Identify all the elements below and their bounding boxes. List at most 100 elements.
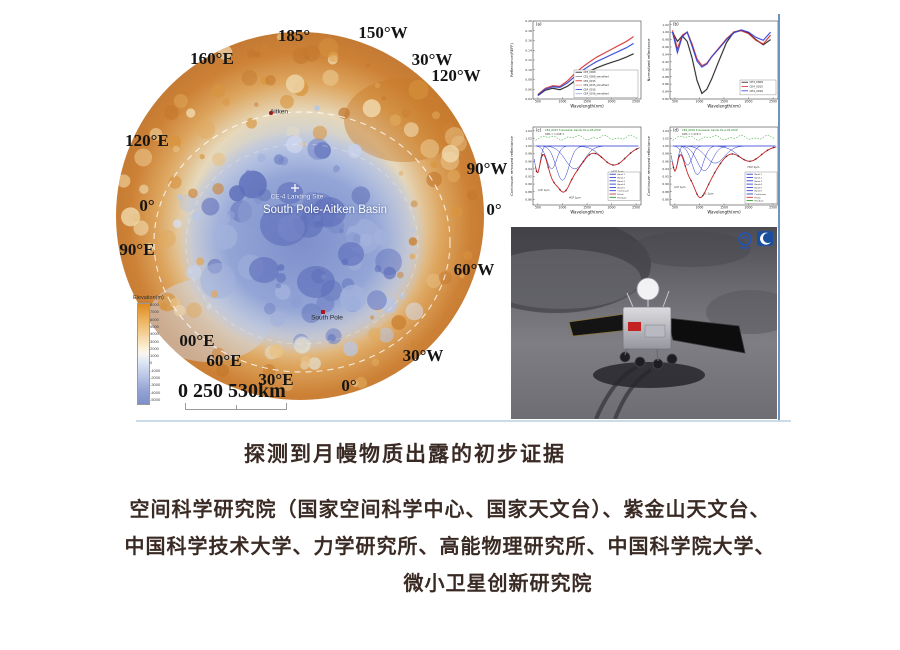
svg-text:0.88: 0.88 xyxy=(662,190,669,194)
svg-text:Band 3: Band 3 xyxy=(755,181,763,183)
figure-caption: 探测到月幔物质出露的初步证据 xyxy=(244,442,566,466)
institutions: 空间科学研究院（国家空间科学中心、国家天文台）、紫金山天文台、 中国科学技术大学… xyxy=(0,492,900,603)
colorbar-tick: -5000 xyxy=(150,396,161,402)
svg-text:(c): (c) xyxy=(536,128,542,133)
scale-bar xyxy=(185,403,287,410)
antenna-dish xyxy=(636,277,660,301)
colorbar-tick: 3000 xyxy=(150,338,159,344)
cnsa-logo xyxy=(738,232,752,249)
svg-text:0.16: 0.16 xyxy=(525,39,532,43)
svg-text:1000: 1000 xyxy=(559,100,567,104)
svg-text:500: 500 xyxy=(672,206,678,210)
svg-text:Residual: Residual xyxy=(755,201,764,203)
svg-text:0.86: 0.86 xyxy=(525,197,532,201)
svg-text:Wavelength(nm): Wavelength(nm) xyxy=(707,104,741,109)
svg-text:CE4_0015_smoothed: CE4_0015_smoothed xyxy=(584,84,610,87)
svg-text:2500: 2500 xyxy=(769,100,777,104)
svg-text:0.92: 0.92 xyxy=(662,175,669,179)
longitude-label: 30°E xyxy=(258,370,294,389)
basin-inner-dashed-outline xyxy=(185,143,419,345)
svg-text:Band 1: Band 1 xyxy=(755,174,763,176)
svg-text:0.08: 0.08 xyxy=(525,78,532,82)
basin-rim-dashed-outline xyxy=(153,111,451,373)
svg-text:0.94: 0.94 xyxy=(662,53,669,57)
svg-text:2000: 2000 xyxy=(745,206,753,210)
svg-text:0.14: 0.14 xyxy=(525,48,532,52)
svg-text:1.00: 1.00 xyxy=(662,144,669,148)
spa-basin-label: South Pole-Aitken Basin xyxy=(262,204,388,216)
longitude-label: 60°W xyxy=(453,260,495,279)
clep-logo xyxy=(757,231,773,246)
spectral-panel-b: 500 1000 1500 2000 2500 0.82 0.84 0.86 0.88 0.90 0… xyxy=(645,14,782,120)
svg-text:1.02: 1.02 xyxy=(662,23,669,27)
svg-text:CE4_0015: CE4_0015 xyxy=(750,85,764,89)
svg-text:0.20: 0.20 xyxy=(525,19,532,23)
svg-text:(d): (d) xyxy=(673,128,679,133)
svg-text:CE3_0008: CE3_0008 xyxy=(584,71,596,74)
svg-text:CE4_0016: CE4_0016 xyxy=(584,88,596,91)
colorbar-tick: 2000 xyxy=(150,345,159,351)
svg-text:0.04: 0.04 xyxy=(525,97,532,101)
svg-text:HCP 2μm: HCP 2μm xyxy=(611,170,623,174)
svg-text:Continuum removed reflectance: Continuum removed reflectance xyxy=(647,135,651,195)
svg-text:1.00: 1.00 xyxy=(525,144,532,148)
svg-text:500: 500 xyxy=(535,100,541,104)
institution-line-3: 微小卫星创新研究院 xyxy=(403,573,593,595)
svg-text:0.12: 0.12 xyxy=(525,58,532,62)
svg-text:1500: 1500 xyxy=(583,206,591,210)
svg-text:Wavelength(nm): Wavelength(nm) xyxy=(570,104,604,109)
svg-text:0.86: 0.86 xyxy=(662,197,669,201)
scale-bar-label: 0 250 530km xyxy=(178,380,286,402)
svg-text:0.98: 0.98 xyxy=(662,152,669,156)
svg-text:0.84: 0.84 xyxy=(662,90,669,94)
crater-shadow xyxy=(511,227,651,313)
svg-text:Reflectance(REFF): Reflectance(REFF) xyxy=(510,43,514,77)
longitude-label: 150°W xyxy=(358,23,408,42)
china-flag xyxy=(628,322,641,331)
svg-text:0.90: 0.90 xyxy=(662,67,669,71)
basin-dark-patches xyxy=(249,182,364,298)
svg-text:CE4_0015: CE4_0015 xyxy=(584,80,596,83)
svg-text:500: 500 xyxy=(535,206,541,210)
svg-text:0.98: 0.98 xyxy=(525,152,532,156)
svg-text:Fitted: Fitted xyxy=(618,193,625,196)
longitude-label: 120°W xyxy=(431,66,481,85)
svg-text:1500: 1500 xyxy=(720,206,728,210)
colorbar-tick: 0 xyxy=(150,360,153,366)
longitude-label: 30°W xyxy=(402,346,444,365)
longitude-label: 0° xyxy=(486,200,502,219)
south-pole-marker xyxy=(321,310,325,314)
longitude-label: 0° xyxy=(341,376,357,395)
figure-right-border xyxy=(778,14,780,420)
rover-shadow xyxy=(593,362,705,388)
svg-text:0.86: 0.86 xyxy=(662,82,669,86)
colorbar-title: Elevation(m) xyxy=(133,295,164,301)
svg-text:HCP 2μm: HCP 2μm xyxy=(747,165,759,169)
svg-text:RMS = 1.21E-3: RMS = 1.21E-3 xyxy=(682,132,701,136)
svg-text:Continuum removed reflectance: Continuum removed reflectance xyxy=(510,135,514,195)
svg-text:2500: 2500 xyxy=(632,100,640,104)
svg-text:2000: 2000 xyxy=(608,206,616,210)
colorbar-tick: -3000 xyxy=(150,382,161,388)
svg-text:CE4_0016: CE4_0016 xyxy=(750,89,764,93)
colorbar-tick: 1000 xyxy=(150,353,159,359)
svg-text:1500: 1500 xyxy=(720,100,728,104)
svg-text:0.90: 0.90 xyxy=(525,182,532,186)
colorbar-tick: 7000 xyxy=(150,309,159,315)
svg-text:1000: 1000 xyxy=(696,100,704,104)
svg-text:CE3_0008_smoothed: CE3_0008_smoothed xyxy=(584,76,610,79)
svg-text:2000: 2000 xyxy=(608,100,616,104)
svg-text:500: 500 xyxy=(672,100,678,104)
svg-text:Band 2: Band 2 xyxy=(618,178,626,180)
svg-text:0.88: 0.88 xyxy=(662,75,669,79)
longitude-label: 00°E xyxy=(179,331,215,350)
svg-text:OL 1μm: OL 1μm xyxy=(703,192,714,196)
svg-text:0.92: 0.92 xyxy=(525,175,532,179)
svg-text:Band 2: Band 2 xyxy=(755,178,763,180)
svg-text:CE3_0008: CE3_0008 xyxy=(750,80,764,84)
longitude-label: 60°E xyxy=(206,351,242,370)
south-pole-label: South Pole xyxy=(311,314,343,322)
landing-site-cross-icon xyxy=(291,184,299,192)
svg-text:2500: 2500 xyxy=(769,206,777,210)
svg-text:1500: 1500 xyxy=(583,100,591,104)
